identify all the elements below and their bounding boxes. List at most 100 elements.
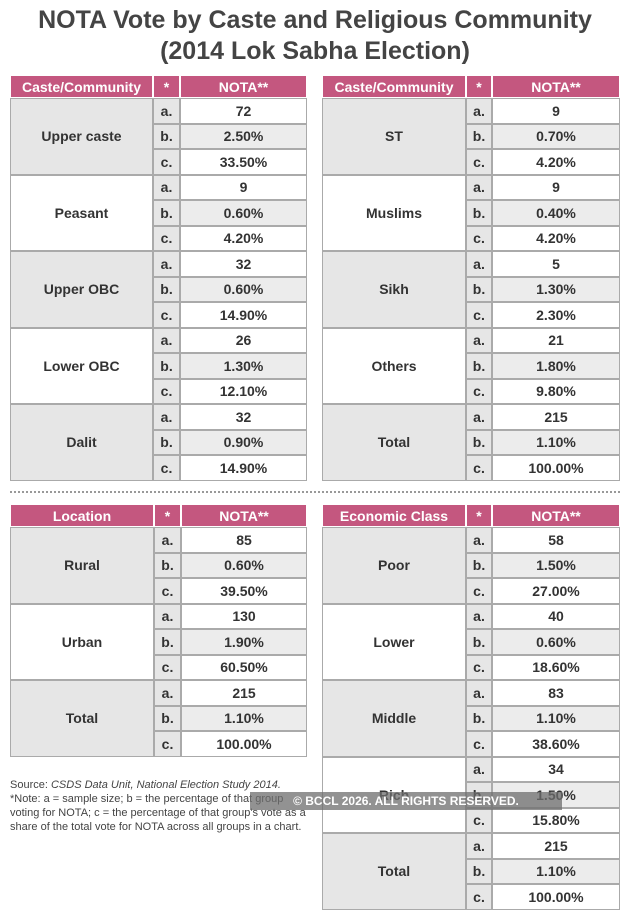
row-letter: c. <box>466 731 492 757</box>
header-cell: Economic Class <box>322 504 466 527</box>
row-letter: b. <box>154 552 181 578</box>
row-letter: c. <box>154 578 181 604</box>
row-letter: c. <box>466 149 492 175</box>
row-letter: a. <box>154 603 181 629</box>
source-label: Source: <box>10 779 48 791</box>
row-letter: b. <box>466 276 492 302</box>
row-value: 18.60% <box>492 654 620 680</box>
row-value: 1.10% <box>492 858 620 884</box>
group-name: Urban <box>10 603 154 680</box>
row-letter: a. <box>466 98 492 124</box>
row-value: 0.60% <box>181 552 307 578</box>
row-letter: c. <box>154 654 181 680</box>
row-letter: c. <box>153 378 180 404</box>
row-value: 100.00% <box>181 731 307 757</box>
row-letter: c. <box>466 578 492 604</box>
row-value: 1.90% <box>181 629 307 655</box>
header-cell: Location <box>10 504 154 527</box>
row-value: 0.60% <box>180 200 307 226</box>
row-value: 21 <box>492 327 620 353</box>
row-value: 0.40% <box>492 200 620 226</box>
row-value: 1.50% <box>492 552 620 578</box>
row-value: 100.00% <box>492 884 620 910</box>
row-letter: a. <box>466 833 492 859</box>
row-value: 9 <box>492 98 620 124</box>
row-letter: a. <box>466 680 492 706</box>
header-cell: NOTA** <box>181 504 307 527</box>
row-letter: a. <box>153 404 180 430</box>
row-value: 2.30% <box>492 302 620 328</box>
row-letter: a. <box>466 527 492 553</box>
header-cell: Caste/Community <box>322 75 466 98</box>
row-letter: a. <box>466 404 492 430</box>
row-value: 83 <box>492 680 620 706</box>
row-letter: a. <box>466 174 492 200</box>
header-cell: * <box>154 504 181 527</box>
row-letter: b. <box>154 629 181 655</box>
row-letter: c. <box>153 455 180 481</box>
row-letter: c. <box>466 884 492 910</box>
row-value: 1.30% <box>180 353 307 379</box>
group-name: Upper OBC <box>10 251 153 328</box>
row-value: 4.20% <box>492 149 620 175</box>
row-letter: c. <box>466 807 492 833</box>
group-name: ST <box>322 98 466 175</box>
group-name: Rural <box>10 527 154 604</box>
header-cell: * <box>466 75 492 98</box>
row-value: 1.10% <box>492 705 620 731</box>
row-letter: b. <box>153 353 180 379</box>
row-letter: a. <box>154 680 181 706</box>
group-name: Lower <box>322 603 466 680</box>
group-name: Sikh <box>322 251 466 328</box>
row-letter: b. <box>466 552 492 578</box>
row-letter: c. <box>154 731 181 757</box>
row-letter: c. <box>466 302 492 328</box>
title-line: NOTA Vote by Caste and Religious Communi… <box>38 6 592 34</box>
row-letter: a. <box>466 603 492 629</box>
row-value: 1.10% <box>181 705 307 731</box>
row-letter: c. <box>466 378 492 404</box>
row-value: 26 <box>180 327 307 353</box>
group-name: Peasant <box>10 174 153 251</box>
row-value: 9 <box>492 174 620 200</box>
row-letter: a. <box>153 98 180 124</box>
row-letter: a. <box>466 251 492 277</box>
row-letter: a. <box>466 756 492 782</box>
row-value: 15.80% <box>492 807 620 833</box>
row-value: 215 <box>181 680 307 706</box>
separator <box>10 491 620 493</box>
row-value: 32 <box>180 404 307 430</box>
group-name: Others <box>322 327 466 404</box>
row-value: 40 <box>492 603 620 629</box>
row-value: 9 <box>180 174 307 200</box>
row-letter: c. <box>466 225 492 251</box>
group-name: Total <box>10 680 154 757</box>
row-value: 1.10% <box>492 429 620 455</box>
row-letter: b. <box>466 123 492 149</box>
group-name: Dalit <box>10 404 153 481</box>
row-value: 0.90% <box>180 429 307 455</box>
row-letter: b. <box>153 276 180 302</box>
header-cell: * <box>153 75 180 98</box>
group-name: Middle <box>322 680 466 757</box>
row-letter: a. <box>153 251 180 277</box>
row-value: 1.30% <box>492 276 620 302</box>
row-letter: c. <box>466 654 492 680</box>
row-value: 72 <box>180 98 307 124</box>
row-letter: b. <box>153 123 180 149</box>
row-value: 58 <box>492 527 620 553</box>
row-letter: b. <box>466 858 492 884</box>
row-letter: c. <box>153 149 180 175</box>
title-line: (2014 Lok Sabha Election) <box>160 37 470 65</box>
row-value: 0.60% <box>492 629 620 655</box>
row-value: 0.60% <box>180 276 307 302</box>
row-value: 1.80% <box>492 353 620 379</box>
row-value: 38.60% <box>492 731 620 757</box>
row-value: 85 <box>181 527 307 553</box>
header-cell: NOTA** <box>492 75 620 98</box>
row-value: 0.70% <box>492 123 620 149</box>
row-letter: a. <box>153 327 180 353</box>
row-letter: b. <box>466 705 492 731</box>
row-value: 215 <box>492 404 620 430</box>
